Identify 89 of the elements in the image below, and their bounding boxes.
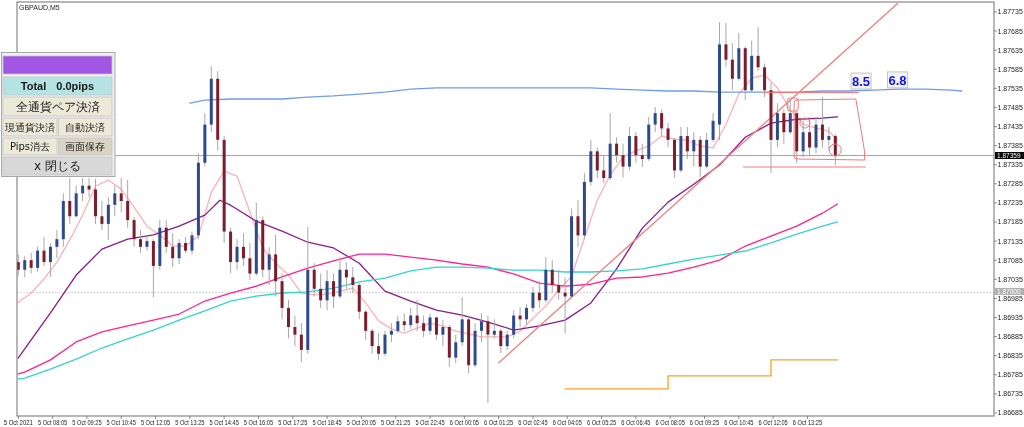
candlestick: [29, 252, 33, 275]
candlestick: [145, 234, 149, 252]
candlestick: [383, 330, 387, 357]
candlestick: [788, 99, 792, 135]
candlestick: [74, 185, 78, 218]
candlestick: [36, 246, 40, 273]
candlestick: [344, 261, 348, 290]
candlestick: [241, 232, 245, 267]
candlestick: [724, 22, 728, 68]
candlestick: [814, 116, 818, 154]
candlestick: [364, 309, 368, 341]
candlestick: [235, 238, 239, 271]
candlestick: [434, 316, 438, 341]
candlestick: [409, 307, 413, 330]
candlestick: [332, 273, 336, 309]
candlestick: [286, 299, 290, 339]
candlestick: [782, 108, 786, 145]
candlestick: [113, 185, 117, 217]
candlestick: [692, 131, 696, 168]
candlestick: [595, 147, 599, 179]
candlestick: [808, 116, 812, 156]
candlestick: [499, 328, 503, 354]
candlestick: [492, 318, 496, 339]
annotation: Total 0.0pips: [20, 79, 95, 92]
candlestick: [293, 315, 297, 347]
candlestick: [653, 106, 657, 133]
candlestick: [428, 313, 432, 336]
candlestick: [711, 112, 715, 143]
annotation: 自動決済: [65, 121, 106, 133]
candlestick: [525, 303, 529, 326]
candlestick: [730, 42, 734, 91]
annotation: x 閉じる: [34, 159, 81, 174]
candlestick: [454, 334, 458, 364]
candlestick: [460, 296, 464, 347]
candlestick: [119, 177, 123, 213]
candlestick: [23, 255, 27, 278]
candlestick: [820, 96, 824, 149]
candlestick: [389, 322, 393, 343]
candlestick: [319, 273, 323, 309]
candlestick: [42, 236, 46, 267]
candlestick: [512, 309, 516, 339]
candlestick: [190, 231, 194, 255]
candlestick: [106, 196, 110, 241]
candlestick: [505, 330, 509, 351]
candlestick: [325, 269, 329, 311]
annotation: 6.8: [887, 71, 908, 89]
candlestick: [100, 200, 104, 231]
candlestick: [177, 238, 181, 265]
candlestick: [576, 199, 580, 248]
candlestick: [370, 328, 374, 355]
candlestick: [299, 322, 303, 363]
candlestick: [267, 246, 271, 286]
candlestick: [666, 122, 670, 148]
candlestick: [422, 315, 426, 338]
candlestick: [351, 266, 355, 294]
candlestick: [763, 62, 767, 98]
annotation: 8.5: [850, 72, 872, 90]
candlestick: [660, 108, 664, 137]
candlestick: [756, 26, 760, 72]
candlestick: [615, 136, 619, 164]
candlestick: [827, 126, 831, 151]
candlestick: [486, 315, 490, 404]
candlestick: [621, 143, 625, 178]
annotation: 画面保存: [65, 141, 106, 153]
candlestick: [415, 299, 419, 332]
candlestick: [55, 229, 59, 259]
candlestick: [833, 133, 837, 166]
candlestick: [132, 216, 136, 248]
candlestick: [537, 280, 541, 309]
candlestick: [248, 242, 252, 281]
candlestick: [801, 120, 805, 158]
candlestick: [479, 312, 483, 343]
candlestick: [377, 332, 381, 361]
candlestick: [634, 131, 638, 164]
candlestick: [48, 242, 52, 278]
candlestick: [164, 219, 168, 254]
candlestick: [557, 269, 561, 301]
candlestick: [139, 229, 143, 254]
candlestick: [640, 143, 644, 168]
candlestick: [441, 319, 445, 347]
annotation: 全通貨ペア決済: [15, 99, 100, 114]
candlestick: [171, 232, 175, 268]
candlestick: [685, 126, 689, 160]
candlestick: [126, 179, 130, 229]
candlestick: [550, 259, 554, 294]
candlestick: [531, 286, 535, 313]
candlestick: [312, 262, 316, 297]
candlestick: [602, 154, 606, 184]
annotation: Pips消去: [9, 141, 51, 153]
